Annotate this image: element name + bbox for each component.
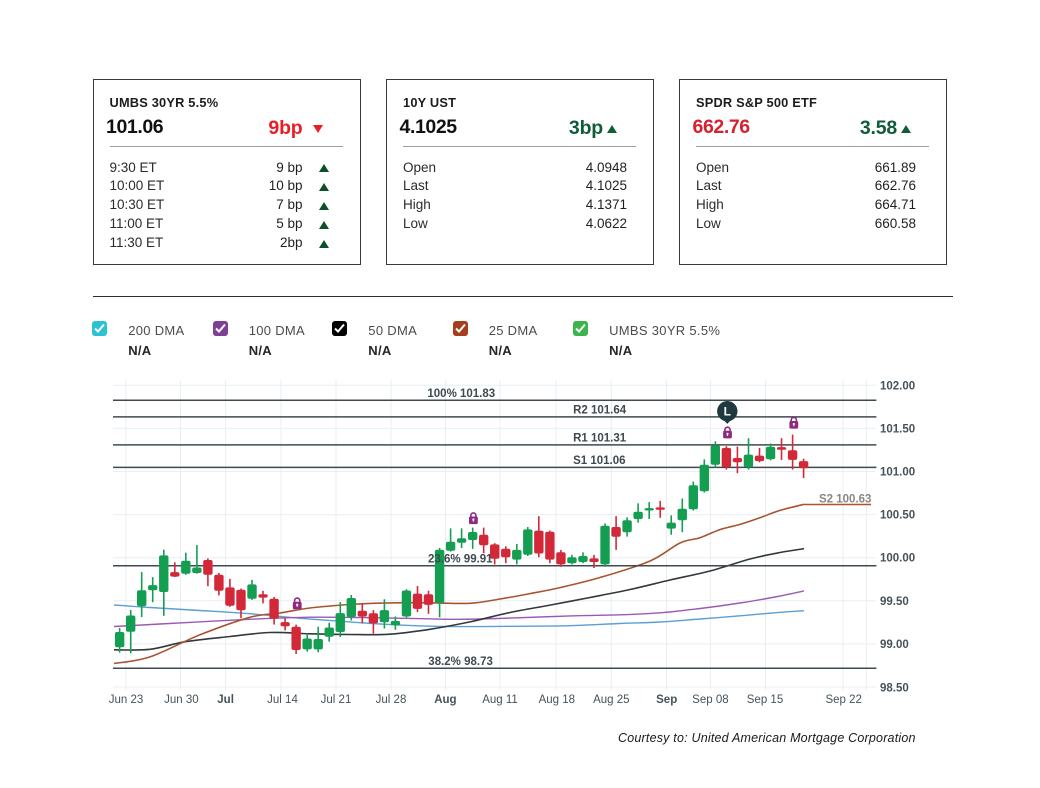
svg-text:Jul 14: Jul 14: [267, 694, 298, 706]
svg-text:Aug 25: Aug 25: [593, 694, 629, 706]
svg-text:Sep: Sep: [656, 694, 677, 706]
svg-text:R2 101.64: R2 101.64: [573, 405, 627, 417]
svg-text:Jul 21: Jul 21: [321, 694, 352, 706]
svg-text:100.50: 100.50: [880, 510, 915, 522]
svg-text:Aug 11: Aug 11: [482, 694, 518, 706]
svg-text:L: L: [724, 405, 731, 419]
svg-text:98.50: 98.50: [880, 683, 909, 695]
svg-text:Jul: Jul: [217, 694, 234, 706]
svg-text:R1 101.31: R1 101.31: [573, 433, 627, 445]
svg-text:23.6% 99.91: 23.6% 99.91: [428, 554, 493, 566]
svg-text:102.00: 102.00: [880, 380, 915, 392]
svg-text:S1 101.06: S1 101.06: [573, 455, 625, 467]
svg-text:Aug: Aug: [434, 694, 456, 706]
svg-text:Jun 23: Jun 23: [109, 694, 144, 706]
svg-text:Sep 15: Sep 15: [747, 694, 783, 706]
svg-text:S2 100.63: S2 100.63: [819, 494, 871, 506]
svg-text:38.2% 98.73: 38.2% 98.73: [428, 656, 493, 668]
svg-text:Jun 30: Jun 30: [164, 694, 199, 706]
svg-text:Sep 22: Sep 22: [825, 694, 861, 706]
svg-text:Aug 18: Aug 18: [539, 694, 575, 706]
svg-text:99.00: 99.00: [880, 639, 909, 651]
svg-text:100% 101.83: 100% 101.83: [427, 388, 495, 400]
svg-text:101.00: 101.00: [880, 467, 915, 479]
svg-text:Sep 08: Sep 08: [692, 694, 728, 706]
svg-text:99.50: 99.50: [880, 596, 909, 608]
svg-text:Jul 28: Jul 28: [376, 694, 407, 706]
svg-text:100.00: 100.00: [880, 553, 915, 565]
svg-text:101.50: 101.50: [880, 423, 915, 435]
